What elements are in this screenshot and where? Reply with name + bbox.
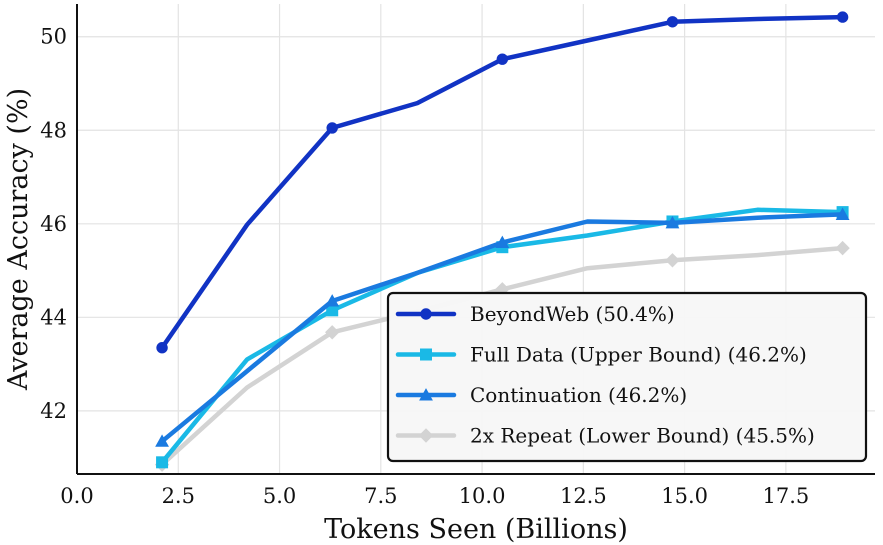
- circle-marker: [836, 11, 849, 23]
- axes: [76, 4, 875, 475]
- circle-marker: [326, 122, 338, 134]
- x-tick-label: 17.5: [763, 484, 810, 508]
- legend-label: Full Data (Upper Bound) (46.2%): [470, 343, 807, 367]
- circle-marker: [156, 342, 168, 354]
- diamond-marker: [835, 240, 850, 256]
- legend-label: 2x Repeat (Lower Bound) (45.5%): [470, 424, 815, 448]
- x-tick-label: 7.5: [364, 484, 397, 508]
- tick-labels: 0.0 2.5 5.0 7.5 10.0 12.5 15.0 17.5 42 44 46 48 50: [40, 25, 809, 508]
- legend: BeyondWeb (50.4%) Full Data (Upper Bound)…: [386, 291, 868, 463]
- triangle-marker: [419, 388, 433, 401]
- y-tick-label: 46: [40, 212, 67, 236]
- x-tick-label: 10.0: [459, 484, 506, 508]
- circle-marker: [420, 308, 432, 320]
- legend-item: Continuation (46.2%): [395, 383, 687, 407]
- legend-box: [386, 291, 868, 463]
- legend-label: BeyondWeb (50.4%): [470, 302, 675, 326]
- triangle-marker: [325, 294, 340, 307]
- square-marker: [326, 304, 339, 317]
- triangle-marker: [835, 207, 850, 220]
- diamond-marker: [665, 253, 680, 268]
- x-tick-label: 5.0: [263, 484, 296, 508]
- y-tick-label: 48: [40, 118, 67, 142]
- x-tick-label: 2.5: [162, 484, 195, 508]
- series-group: [154, 11, 850, 472]
- legend-item: 2x Repeat (Lower Bound) (45.5%): [395, 424, 815, 448]
- diamond-marker: [324, 325, 340, 340]
- diamond-marker: [418, 428, 434, 443]
- x-tick-label: 15.0: [661, 484, 708, 508]
- x-axis-label: Tokens Seen (Billions): [324, 514, 628, 545]
- y-tick-label: 50: [40, 25, 67, 49]
- legend-item: Full Data (Upper Bound) (46.2%): [395, 343, 807, 367]
- y-axis-label: Average Accuracy (%): [3, 88, 34, 391]
- circle-marker: [666, 16, 679, 28]
- y-tick-label: 42: [40, 399, 67, 423]
- triangle-marker: [495, 235, 510, 249]
- square-marker: [420, 348, 432, 361]
- series-circle: [156, 11, 849, 354]
- triangle-marker: [665, 215, 680, 229]
- legend-item: BeyondWeb (50.4%): [395, 302, 675, 326]
- x-tick-label: 12.5: [560, 484, 607, 508]
- x-tick-label: 0.0: [60, 484, 93, 508]
- y-tick-label: 44: [40, 305, 67, 329]
- circle-marker: [496, 53, 509, 65]
- triangle-marker: [155, 434, 169, 447]
- square-marker: [156, 456, 169, 469]
- legend-label: Continuation (46.2%): [470, 383, 687, 407]
- series-triangle: [155, 207, 850, 447]
